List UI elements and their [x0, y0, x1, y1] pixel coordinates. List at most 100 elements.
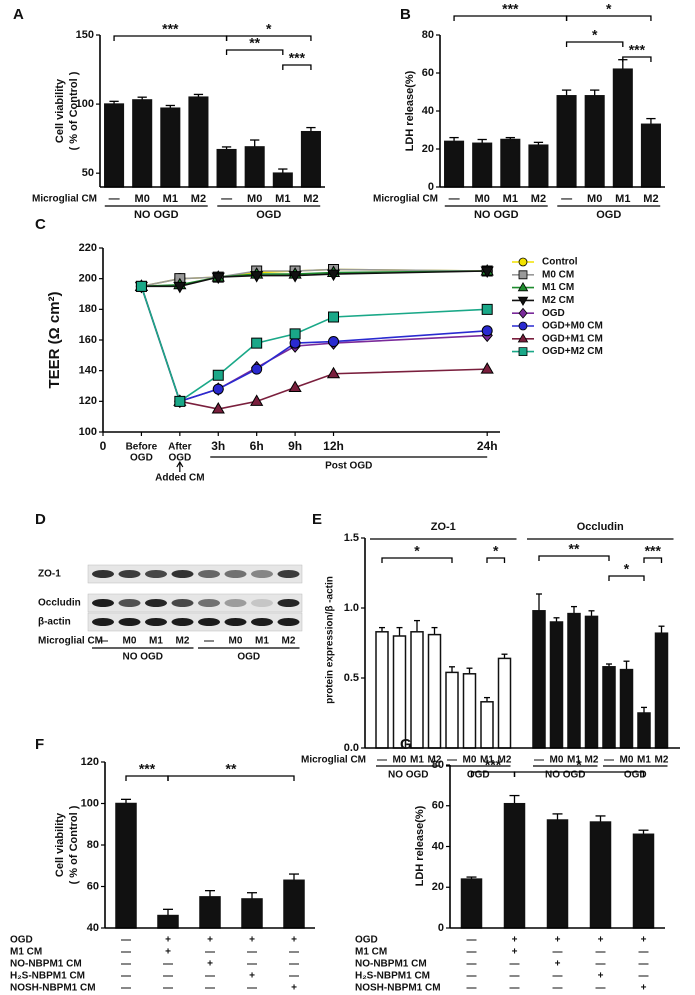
series-header: ZO-1 — [431, 521, 456, 533]
condition-mark: — — [639, 947, 649, 958]
annotation: Post OGD — [325, 461, 372, 472]
y-axis-label: LDH release(%) — [404, 70, 416, 151]
point — [211, 401, 225, 414]
point — [328, 311, 340, 323]
x-tick-label: M1 — [637, 755, 651, 766]
condition-mark: — — [596, 983, 606, 994]
row-label: Microglial CM — [32, 194, 97, 205]
bar — [241, 898, 263, 929]
bar — [188, 96, 209, 188]
point — [135, 280, 147, 292]
group-label: OGD — [237, 652, 260, 663]
condition-label: NOSH-NBPM1 CM — [10, 983, 96, 994]
bar — [199, 896, 221, 929]
blot-band — [251, 599, 273, 607]
y-tick-label: 120 — [81, 756, 99, 768]
x-tick-label: M0 — [475, 193, 490, 205]
y-axis-label: ( % of Control ) — [68, 805, 80, 884]
y-tick-label: 20 — [432, 881, 444, 893]
condition-mark: — — [289, 959, 299, 970]
condition-mark: + — [641, 983, 647, 994]
significance-bracket — [225, 49, 284, 55]
blot-band — [118, 618, 141, 626]
bar — [460, 878, 483, 929]
x-tick-label: M1 — [503, 193, 518, 205]
y-tick-label: 1.0 — [344, 602, 359, 614]
x-tick-label: M2 — [531, 193, 546, 205]
x-tick-label: 24h — [477, 439, 498, 453]
x-tick-label: 6h — [250, 439, 264, 453]
x-tick-label: — — [449, 193, 460, 205]
condition-label: OGD — [355, 935, 378, 946]
blot-row-label: ZO-1 — [38, 569, 61, 580]
bar — [157, 914, 179, 929]
condition-mark: — — [467, 947, 477, 958]
lane-label: M0 — [123, 636, 137, 647]
y-tick-label: 0.5 — [344, 672, 359, 684]
y-axis-label: ( % of Control ) — [68, 71, 80, 150]
significance-bracket — [282, 64, 312, 70]
significance-label: * — [606, 1, 612, 17]
bar — [104, 103, 125, 188]
x-tick-label: M0 — [550, 755, 564, 766]
condition-mark: — — [639, 971, 649, 982]
condition-mark: — — [639, 959, 649, 970]
x-tick-label: 3h — [211, 439, 225, 453]
condition-label: OGD — [10, 935, 33, 946]
row-label: Microglial CM — [373, 194, 438, 205]
bar — [640, 123, 661, 188]
blot-band — [277, 570, 300, 578]
condition-mark: — — [289, 947, 299, 958]
bar — [556, 95, 577, 188]
legend-marker — [518, 347, 528, 356]
significance-label: *** — [485, 757, 502, 773]
significance-label: * — [266, 21, 272, 37]
blot-band — [92, 570, 114, 578]
bar — [445, 671, 459, 749]
x-tick-label: — — [377, 755, 387, 766]
x-tick-label: M0 — [620, 755, 634, 766]
y-tick-label: 0 — [428, 181, 434, 193]
condition-mark: — — [121, 971, 131, 982]
y-axis-label: TEER (Ω cm²) — [46, 291, 63, 388]
blot-band — [171, 618, 194, 626]
bar — [584, 615, 599, 749]
point — [481, 325, 493, 337]
blot-band — [251, 570, 273, 578]
y-tick-label: 60 — [422, 67, 434, 79]
condition-label: NO-NBPM1 CM — [355, 959, 427, 970]
bar — [244, 146, 265, 188]
condition-label: H₂S-NBPM1 CM — [355, 971, 430, 982]
legend-marker — [518, 257, 528, 267]
significance-label: * — [576, 757, 582, 773]
condition-mark: + — [207, 935, 213, 946]
x-tick-label: After — [168, 442, 191, 453]
legend-label: OGD — [542, 308, 565, 319]
y-tick-label: 50 — [82, 167, 94, 179]
y-tick-label: 80 — [422, 29, 434, 41]
x-tick-label: M2 — [498, 755, 512, 766]
condition-mark: — — [247, 947, 257, 958]
significance-bracket — [643, 557, 663, 563]
x-tick-label: M2 — [585, 755, 599, 766]
bar — [480, 701, 494, 749]
bar — [160, 107, 181, 188]
blot-strip — [87, 564, 303, 584]
significance-bracket — [565, 15, 652, 21]
condition-mark: + — [291, 935, 297, 946]
point — [250, 271, 264, 283]
condition-mark: — — [121, 959, 131, 970]
group-label: OGD — [467, 770, 490, 781]
point — [480, 362, 494, 374]
y-axis-label: protein expression/β -actin — [325, 576, 336, 704]
significance-bracket — [538, 555, 610, 561]
condition-mark: — — [121, 983, 131, 994]
annotation: Added CM — [155, 473, 204, 484]
point — [481, 303, 493, 315]
panel-label: G — [400, 736, 412, 753]
bar — [427, 633, 442, 749]
blot-row-label: Occludin — [38, 598, 81, 609]
x-tick-label: M1 — [275, 193, 290, 205]
lane-label: — — [204, 636, 214, 647]
significance-label: ** — [569, 541, 580, 557]
